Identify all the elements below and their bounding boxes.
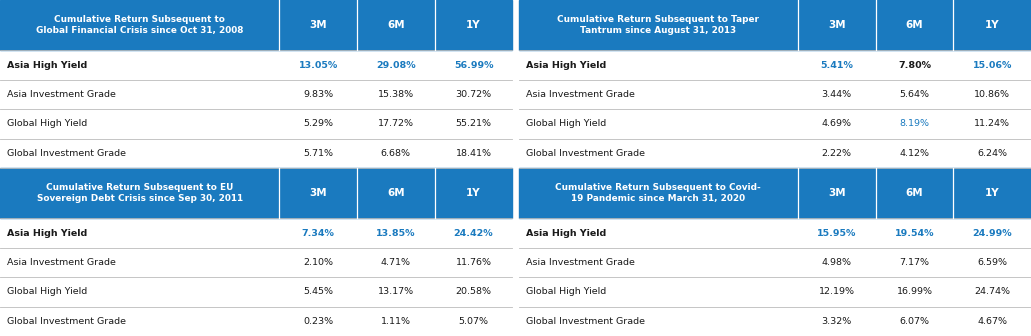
Text: 13.85%: 13.85% xyxy=(376,228,415,238)
Text: Global High Yield: Global High Yield xyxy=(7,119,88,128)
Text: 1.11%: 1.11% xyxy=(380,317,410,326)
Text: 5.41%: 5.41% xyxy=(821,60,853,70)
Text: Asia Investment Grade: Asia Investment Grade xyxy=(526,90,635,99)
Text: 7.34%: 7.34% xyxy=(302,228,334,238)
Text: 15.06%: 15.06% xyxy=(972,60,1011,70)
Text: 1Y: 1Y xyxy=(466,20,480,30)
Text: Global Investment Grade: Global Investment Grade xyxy=(526,317,644,326)
Text: 3M: 3M xyxy=(828,188,845,198)
Text: 4.71%: 4.71% xyxy=(380,258,410,267)
Text: 1Y: 1Y xyxy=(985,20,999,30)
Text: 17.72%: 17.72% xyxy=(377,119,413,128)
Text: 11.24%: 11.24% xyxy=(974,119,1010,128)
Text: 6.24%: 6.24% xyxy=(977,149,1007,158)
Bar xyxy=(0,0,512,50)
Text: 7.17%: 7.17% xyxy=(899,258,929,267)
Text: 15.38%: 15.38% xyxy=(377,90,413,99)
Text: Asia Investment Grade: Asia Investment Grade xyxy=(7,90,117,99)
Text: 2.10%: 2.10% xyxy=(303,258,333,267)
Text: 6.59%: 6.59% xyxy=(977,258,1007,267)
Text: Global Investment Grade: Global Investment Grade xyxy=(526,149,644,158)
Text: Asia High Yield: Asia High Yield xyxy=(526,228,606,238)
Bar xyxy=(519,0,1031,50)
Text: 1Y: 1Y xyxy=(466,188,480,198)
Text: 3.32%: 3.32% xyxy=(822,317,852,326)
Text: 5.71%: 5.71% xyxy=(303,149,333,158)
Text: 24.74%: 24.74% xyxy=(974,287,1010,296)
Text: 9.83%: 9.83% xyxy=(303,90,333,99)
Text: Asia High Yield: Asia High Yield xyxy=(7,228,88,238)
Text: Asia Investment Grade: Asia Investment Grade xyxy=(7,258,117,267)
Text: Cumulative Return Subsequent to Covid-
19 Pandemic since March 31, 2020: Cumulative Return Subsequent to Covid- 1… xyxy=(556,183,761,203)
Text: 5.45%: 5.45% xyxy=(303,287,333,296)
Text: 6M: 6M xyxy=(905,188,923,198)
Text: 4.67%: 4.67% xyxy=(977,317,1007,326)
Text: 29.08%: 29.08% xyxy=(376,60,415,70)
Bar xyxy=(519,168,1031,218)
Text: Asia High Yield: Asia High Yield xyxy=(7,60,88,70)
Text: 13.05%: 13.05% xyxy=(299,60,338,70)
Text: 5.64%: 5.64% xyxy=(899,90,929,99)
Text: 30.72%: 30.72% xyxy=(456,90,492,99)
Text: 24.99%: 24.99% xyxy=(972,228,1012,238)
Text: 12.19%: 12.19% xyxy=(819,287,855,296)
Text: 24.42%: 24.42% xyxy=(454,228,494,238)
Text: 0.23%: 0.23% xyxy=(303,317,333,326)
Text: 3M: 3M xyxy=(309,20,327,30)
Text: 6M: 6M xyxy=(905,20,923,30)
Text: 7.80%: 7.80% xyxy=(898,60,931,70)
Text: Global High Yield: Global High Yield xyxy=(7,287,88,296)
Text: Cumulative Return Subsequent to
Global Financial Crisis since Oct 31, 2008: Cumulative Return Subsequent to Global F… xyxy=(36,15,243,35)
Text: 5.07%: 5.07% xyxy=(459,317,489,326)
Text: 4.98%: 4.98% xyxy=(822,258,852,267)
Text: 15.95%: 15.95% xyxy=(817,228,857,238)
Text: 4.69%: 4.69% xyxy=(822,119,852,128)
Text: Global Investment Grade: Global Investment Grade xyxy=(7,317,126,326)
Text: Global High Yield: Global High Yield xyxy=(526,119,606,128)
Text: 6.68%: 6.68% xyxy=(380,149,410,158)
Text: 55.21%: 55.21% xyxy=(456,119,492,128)
Text: 8.19%: 8.19% xyxy=(899,119,929,128)
Text: 2.22%: 2.22% xyxy=(822,149,852,158)
Bar xyxy=(0,168,512,218)
Text: 3M: 3M xyxy=(828,20,845,30)
Text: Asia High Yield: Asia High Yield xyxy=(526,60,606,70)
Text: 6M: 6M xyxy=(387,188,404,198)
Text: Cumulative Return Subsequent to Taper
Tantrum since August 31, 2013: Cumulative Return Subsequent to Taper Ta… xyxy=(557,15,759,35)
Text: 20.58%: 20.58% xyxy=(456,287,492,296)
Text: Global Investment Grade: Global Investment Grade xyxy=(7,149,126,158)
Text: 10.86%: 10.86% xyxy=(974,90,1010,99)
Text: 3.44%: 3.44% xyxy=(822,90,852,99)
Text: 1Y: 1Y xyxy=(985,188,999,198)
Text: 6M: 6M xyxy=(387,20,404,30)
Text: Asia Investment Grade: Asia Investment Grade xyxy=(526,258,635,267)
Text: 19.54%: 19.54% xyxy=(895,228,934,238)
Text: 56.99%: 56.99% xyxy=(454,60,493,70)
Text: 3M: 3M xyxy=(309,188,327,198)
Text: 5.29%: 5.29% xyxy=(303,119,333,128)
Text: Global High Yield: Global High Yield xyxy=(526,287,606,296)
Text: 11.76%: 11.76% xyxy=(456,258,492,267)
Text: Cumulative Return Subsequent to EU
Sovereign Debt Crisis since Sep 30, 2011: Cumulative Return Subsequent to EU Sover… xyxy=(36,183,242,203)
Text: 4.12%: 4.12% xyxy=(899,149,929,158)
Text: 6.07%: 6.07% xyxy=(899,317,929,326)
Text: 13.17%: 13.17% xyxy=(377,287,413,296)
Text: 16.99%: 16.99% xyxy=(896,287,932,296)
Text: 18.41%: 18.41% xyxy=(456,149,492,158)
